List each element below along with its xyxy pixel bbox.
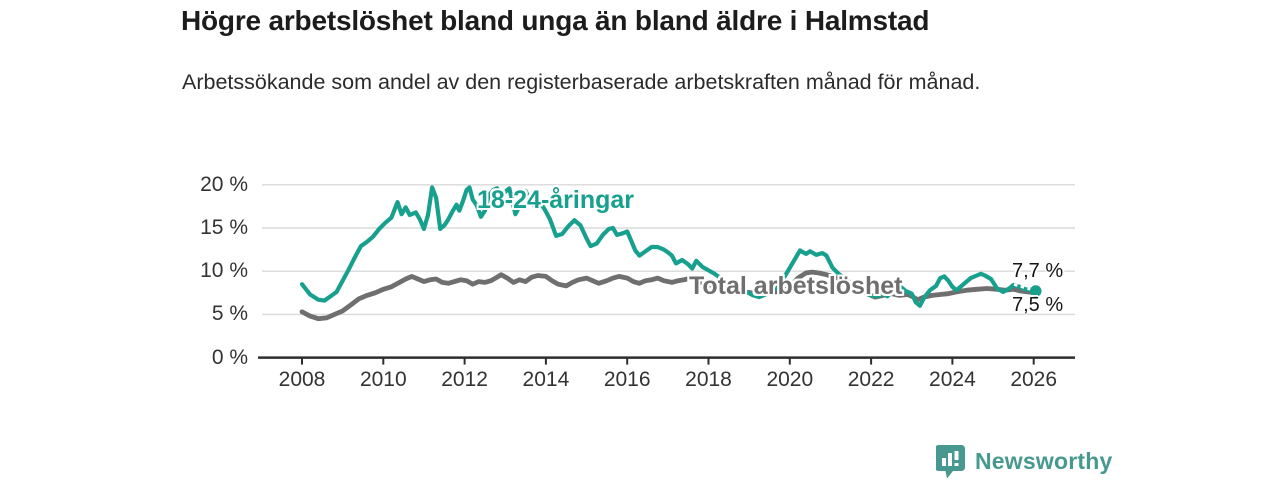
y-axis-tick-label: 5 % xyxy=(211,302,248,326)
y-axis-tick-label: 15 % xyxy=(200,216,248,239)
x-axis-tick-label: 2012 xyxy=(441,368,488,391)
newsworthy-wordmark: Newsworthy xyxy=(975,448,1113,474)
y-axis-tick-label: 10 % xyxy=(200,259,248,283)
chart-subtitle: Arbetssökande som andel av den registerb… xyxy=(182,70,981,94)
newsworthy-logo: Newsworthy xyxy=(936,444,1112,479)
x-axis-tick-label: 2022 xyxy=(847,368,895,391)
series-label-young: 18-24-åringar xyxy=(477,186,635,214)
end-value-label-young: 7,7 % xyxy=(1012,260,1064,282)
series-label-total: Total arbetslöshet xyxy=(689,272,903,300)
end-dot xyxy=(1029,285,1042,297)
series-line-total xyxy=(299,269,1039,322)
series-line-young xyxy=(299,185,1038,308)
newsworthy-bar-chart-icon xyxy=(936,445,965,479)
x-axis-tick-label: 2014 xyxy=(522,368,570,391)
y-axis-tick-label: 20 % xyxy=(200,172,248,196)
y-axis-tick-label: 0 % xyxy=(211,345,248,369)
end-value-label-total: 7,5 % xyxy=(1012,294,1064,316)
x-axis-tick-label: 2020 xyxy=(766,368,814,391)
x-axis-tick-label: 2026 xyxy=(1010,368,1058,391)
x-axis-tick-label: 2008 xyxy=(278,368,326,391)
x-axis-tick-label: 2010 xyxy=(359,368,407,391)
x-axis-tick-label: 2018 xyxy=(685,368,732,391)
chart-title: Högre arbetslöshet bland unga än bland ä… xyxy=(181,5,930,36)
x-axis-tick-label: 2016 xyxy=(603,368,651,391)
preliminary-dash-marker xyxy=(1013,283,1032,291)
x-axis-tick-label: 2024 xyxy=(929,368,976,391)
